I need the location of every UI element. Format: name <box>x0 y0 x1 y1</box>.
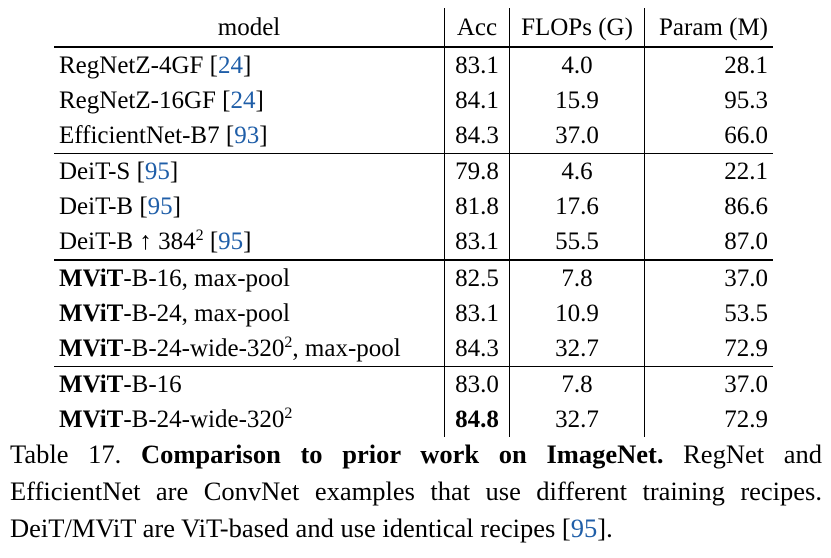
param-cell: 37.0 <box>644 366 773 402</box>
citation-link[interactable]: 24 <box>218 52 243 79</box>
param-cell: 87.0 <box>644 224 773 260</box>
model-cell: MViT-B-16 <box>54 366 445 402</box>
flops-cell: 4.0 <box>509 47 645 83</box>
flops-cell: 4.6 <box>509 153 645 189</box>
caption-body: RegNet and EfficientNet are ConvNet exam… <box>10 439 822 543</box>
param-cell: 72.9 <box>644 331 773 367</box>
model-name-bold: MViT <box>59 371 124 398</box>
model-name-bold: MViT <box>59 335 124 362</box>
citation-link[interactable]: 93 <box>234 122 260 149</box>
model-cell: DeiT-B [95] <box>59 193 181 220</box>
param-cell: 22.1 <box>644 153 773 189</box>
table-caption: Table 17. Comparison to prior work on Im… <box>10 436 822 547</box>
acc-cell: 84.3 <box>444 118 510 154</box>
header-acc: Acc <box>444 8 510 48</box>
flops-cell: 15.9 <box>509 83 645 118</box>
model-name: DeiT-S <box>59 158 131 185</box>
param-cell: 37.0 <box>644 259 773 296</box>
table-row: MViT-B-24-wide-3202 84.8 32.7 72.9 <box>54 402 773 437</box>
flops-cell: 32.7 <box>509 402 645 437</box>
model-cell: MViT-B-24, max-pool <box>54 296 445 331</box>
acc-cell: 81.8 <box>444 189 510 224</box>
acc-cell: 83.1 <box>444 296 510 331</box>
citation-link[interactable]: 95 <box>144 158 170 185</box>
acc-cell: 83.1 <box>444 47 510 83</box>
header-param: Param (M) <box>644 8 773 48</box>
superscript: 2 <box>284 405 293 422</box>
model-name: RegNetZ-4GF <box>59 52 204 79</box>
model-cell: DeiT-B ↑ 3842 [95] <box>59 227 252 256</box>
table-header-row: model Acc FLOPs (G) Param (M) <box>54 8 773 48</box>
model-name: RegNetZ-16GF <box>59 87 216 114</box>
model-cell: MViT-B-24-wide-3202 <box>54 402 445 437</box>
table-row: DeiT-B ↑ 3842 [95] 83.1 55.5 87.0 <box>54 224 773 260</box>
param-cell: 28.1 <box>644 47 773 83</box>
model-name-bold: MViT <box>59 300 124 327</box>
model-cell: RegNetZ-16GF [24] <box>59 87 264 114</box>
acc-cell: 83.1 <box>444 224 510 260</box>
model-name-bold: MViT <box>59 406 124 433</box>
model-cell: MViT-B-24-wide-3202, max-pool <box>54 331 445 367</box>
model-name: DeiT-B ↑ 384 <box>59 228 196 255</box>
table-row: MViT-B-24-wide-3202, max-pool 84.3 32.7 … <box>54 331 773 367</box>
param-cell: 86.6 <box>644 189 773 224</box>
acc-cell: 84.3 <box>444 331 510 367</box>
flops-cell: 37.0 <box>509 118 645 154</box>
caption-body-end: ]. <box>597 513 613 543</box>
model-name: DeiT-B <box>59 193 134 220</box>
table-row: EfficientNet-B7 [93] 84.3 37.0 66.0 <box>54 118 773 154</box>
caption-title-end: . <box>656 439 664 469</box>
table-row: MViT-B-16 83.0 7.8 37.0 <box>54 366 773 402</box>
superscript: 2 <box>195 227 204 244</box>
table-row: RegNetZ-16GF [24] 84.1 15.9 95.3 <box>54 83 773 118</box>
model-cell: RegNetZ-4GF [24] <box>59 52 252 79</box>
param-cell: 72.9 <box>644 402 773 437</box>
citation-link[interactable]: 95 <box>147 193 173 220</box>
model-name: -B-24, max-pool <box>123 300 290 327</box>
caption-label: Table 17. <box>10 439 122 469</box>
model-cell: EfficientNet-B7 [93] <box>59 122 268 149</box>
acc-cell: 79.8 <box>444 153 510 189</box>
model-name: -B-16 <box>123 371 182 398</box>
model-cell: DeiT-S [95] <box>54 153 445 189</box>
model-name: -B-24-wide-320 <box>123 406 285 433</box>
model-name: -B-16, max-pool <box>123 265 290 292</box>
flops-cell: 32.7 <box>509 331 645 367</box>
flops-cell: 7.8 <box>509 259 645 296</box>
comparison-table: model Acc FLOPs (G) Param (M) RegNetZ-4G… <box>54 8 773 437</box>
param-cell: 66.0 <box>644 118 773 154</box>
model-name-suffix: , max-pool <box>292 335 401 362</box>
model-cell: MViT-B-16, max-pool <box>54 259 445 296</box>
param-cell: 95.3 <box>644 83 773 118</box>
acc-cell: 82.5 <box>444 259 510 296</box>
table-row: MViT-B-24, max-pool 83.1 10.9 53.5 <box>54 296 773 331</box>
model-name: -B-24-wide-320 <box>123 335 285 362</box>
table-row: MViT-B-16, max-pool 82.5 7.8 37.0 <box>54 259 773 296</box>
table-row: RegNetZ-4GF [24] 83.1 4.0 28.1 <box>54 47 773 83</box>
model-name-bold: MViT <box>59 265 124 292</box>
flops-cell: 7.8 <box>509 366 645 402</box>
superscript: 2 <box>284 334 293 351</box>
model-name: EfficientNet-B7 <box>59 122 220 149</box>
flops-cell: 10.9 <box>509 296 645 331</box>
param-cell: 53.5 <box>644 296 773 331</box>
flops-cell: 17.6 <box>509 189 645 224</box>
header-model: model <box>54 8 445 48</box>
table-row: DeiT-B [95] 81.8 17.6 86.6 <box>54 189 773 224</box>
acc-cell: 84.1 <box>444 83 510 118</box>
acc-cell-best: 84.8 <box>444 402 510 437</box>
acc-cell: 83.0 <box>444 366 510 402</box>
citation-link[interactable]: 95 <box>570 513 598 543</box>
citation-link[interactable]: 95 <box>218 228 244 255</box>
caption-title: Comparison to prior work on ImageNet <box>140 439 657 469</box>
table-row: DeiT-S [95] 79.8 4.6 22.1 <box>54 153 773 189</box>
header-flops: FLOPs (G) <box>509 8 645 48</box>
citation-link[interactable]: 24 <box>230 87 256 114</box>
flops-cell: 55.5 <box>509 224 645 260</box>
